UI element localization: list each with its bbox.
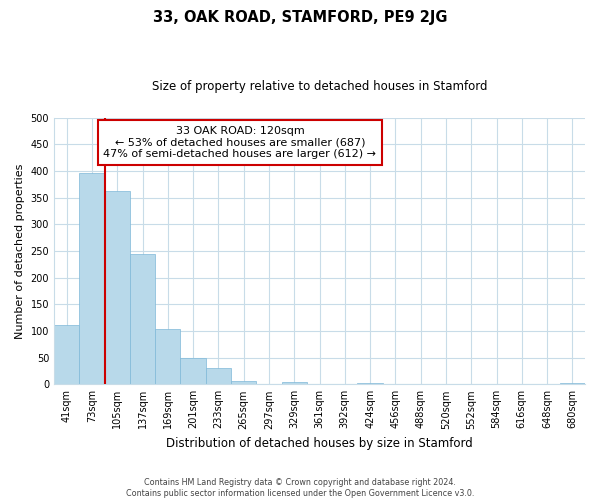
Text: Contains HM Land Registry data © Crown copyright and database right 2024.
Contai: Contains HM Land Registry data © Crown c… bbox=[126, 478, 474, 498]
Y-axis label: Number of detached properties: Number of detached properties bbox=[15, 164, 25, 338]
Bar bbox=[181, 358, 206, 384]
Title: Size of property relative to detached houses in Stamford: Size of property relative to detached ho… bbox=[152, 80, 487, 93]
Bar bbox=[560, 383, 585, 384]
X-axis label: Distribution of detached houses by size in Stamford: Distribution of detached houses by size … bbox=[166, 437, 473, 450]
Bar bbox=[130, 254, 155, 384]
Bar bbox=[281, 382, 307, 384]
Text: 33, OAK ROAD, STAMFORD, PE9 2JG: 33, OAK ROAD, STAMFORD, PE9 2JG bbox=[153, 10, 447, 25]
Bar bbox=[231, 380, 256, 384]
Bar bbox=[54, 324, 79, 384]
Bar bbox=[206, 368, 231, 384]
Bar bbox=[155, 330, 181, 384]
Text: 33 OAK ROAD: 120sqm
← 53% of detached houses are smaller (687)
47% of semi-detac: 33 OAK ROAD: 120sqm ← 53% of detached ho… bbox=[103, 126, 376, 159]
Bar bbox=[104, 192, 130, 384]
Bar bbox=[358, 383, 383, 384]
Bar bbox=[79, 172, 104, 384]
